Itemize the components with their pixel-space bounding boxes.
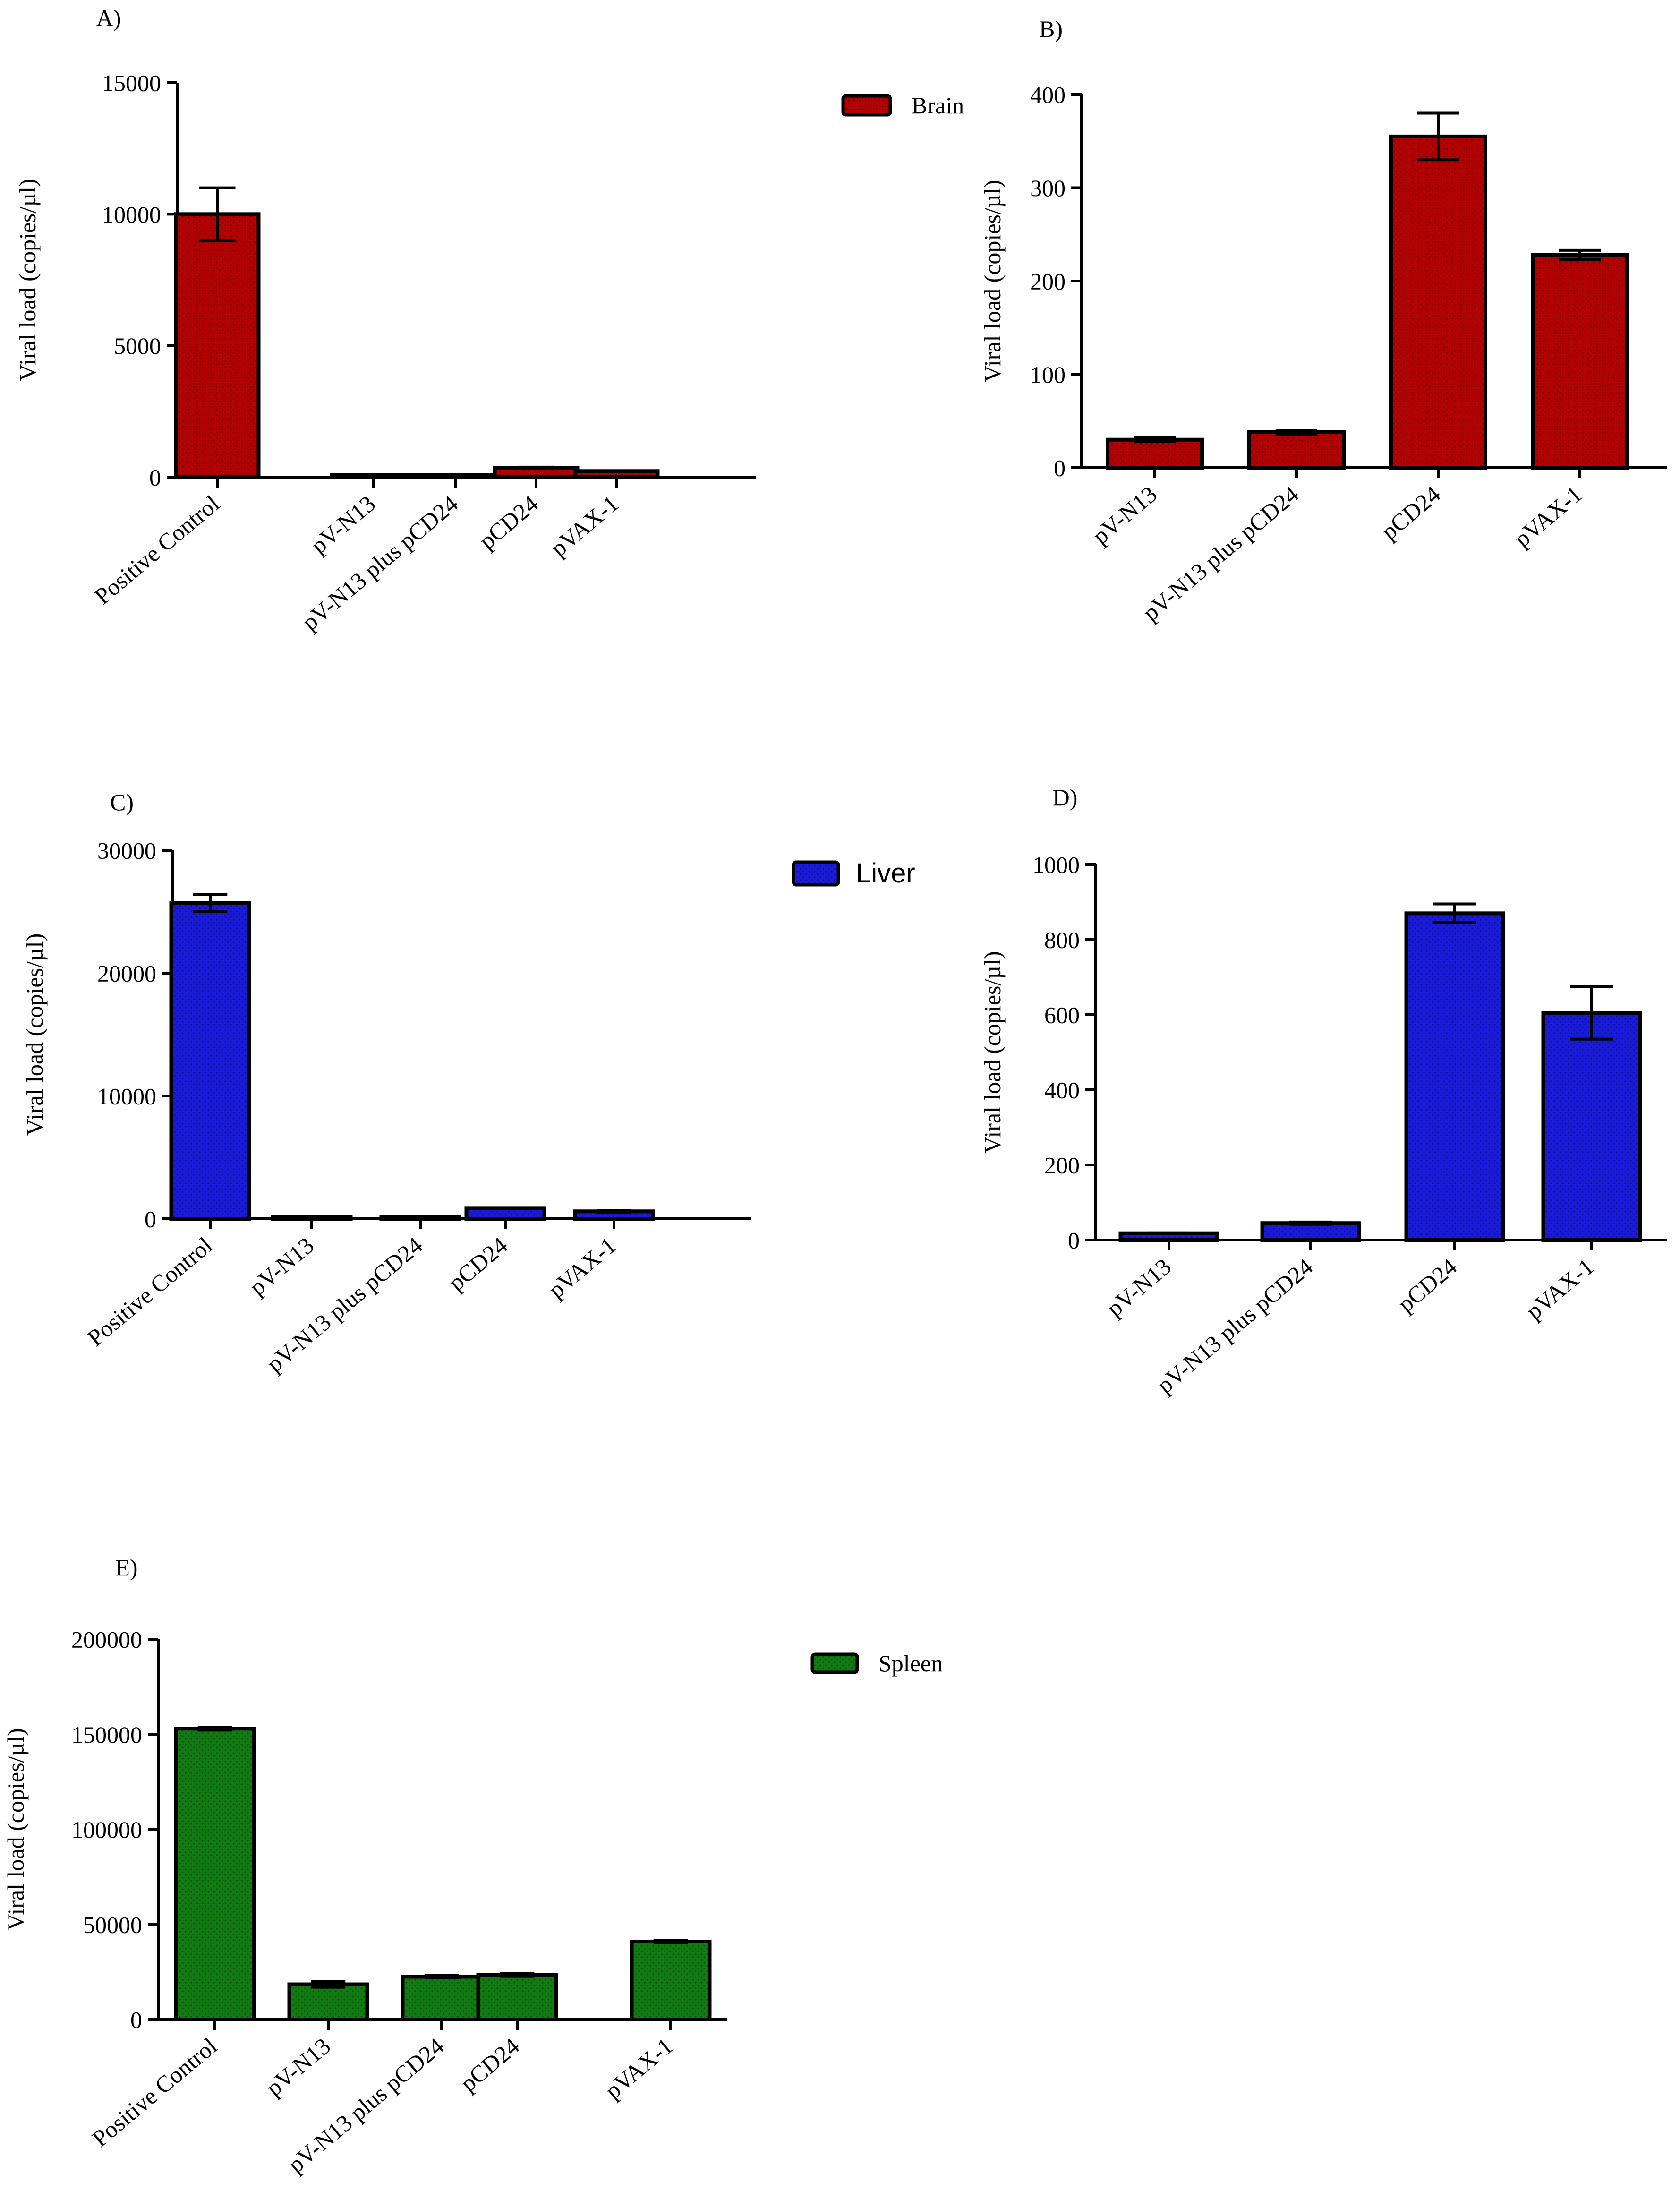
chart-panel: E) 0 50000 100000 150000 200000 Viral load (co… xyxy=(2,1554,943,2178)
bar-texture xyxy=(171,903,249,1219)
x-tick-label: pVAX-1 xyxy=(1521,1253,1599,1325)
y-axis-title: Viral load (copies/µl) xyxy=(14,179,41,381)
legend-swatch-texture xyxy=(843,96,890,115)
y-axis-title: Viral load (copies/µl) xyxy=(21,933,48,1136)
y-axis-title: Viral load (copies/µl) xyxy=(979,951,1006,1153)
bar-texture xyxy=(1108,439,1202,468)
y-tick-label: 1000 xyxy=(1032,852,1080,878)
y-tick-label: 200 xyxy=(1044,1152,1080,1179)
x-tick-label: Positive Control xyxy=(82,1232,217,1352)
bar-texture xyxy=(1391,136,1485,468)
bar-texture xyxy=(402,1977,481,2020)
legend-swatch-texture xyxy=(812,1654,857,1672)
x-tick-label: pCD24 xyxy=(455,2033,524,2097)
x-tick-label: pV-N13 xyxy=(261,2033,335,2101)
y-tick-label: 400 xyxy=(1030,82,1066,108)
x-tick-label: pVAX-1 xyxy=(543,1232,621,1303)
bar-texture xyxy=(575,1211,653,1219)
y-tick-label: 400 xyxy=(1044,1077,1080,1104)
y-tick-label: 0 xyxy=(1054,455,1066,481)
x-tick-label: Positive Control xyxy=(87,2033,222,2152)
y-tick-label: 300 xyxy=(1030,175,1066,201)
bar-texture xyxy=(495,468,578,477)
y-tick-label: 0 xyxy=(149,464,161,491)
bar-texture xyxy=(176,1729,254,2020)
y-tick-label: 5000 xyxy=(114,333,161,359)
y-tick-label: 100000 xyxy=(71,1816,142,1843)
y-tick-label: 20000 xyxy=(97,960,156,987)
bar-texture xyxy=(478,1975,556,2020)
y-tick-label: 800 xyxy=(1044,927,1080,953)
y-axis-title: Viral load (copies/µl) xyxy=(2,1728,29,1930)
x-tick-label: pCD24 xyxy=(1392,1253,1462,1318)
x-tick-label: pV-N13 xyxy=(306,490,380,559)
bar-texture xyxy=(1406,913,1503,1240)
x-tick-label: pVAX-1 xyxy=(600,2033,678,2104)
y-tick-label: 0 xyxy=(145,1206,156,1232)
y-tick-label: 10000 xyxy=(97,1083,156,1110)
y-tick-label: 0 xyxy=(1068,1227,1080,1254)
x-tick-label: pCD24 xyxy=(474,490,543,555)
legend-label: Liver xyxy=(856,858,915,889)
x-tick-label: pCD24 xyxy=(1376,481,1445,545)
chart-panel: D) 0 200 400 600 800 1000 Viral load (copies/µl… xyxy=(979,784,1667,1398)
panel-label: C) xyxy=(110,789,134,815)
chart-panel: B) 0 100 200 300 400 Viral load (copies/µl) pV-… xyxy=(979,16,1667,626)
x-tick-label: pVAX-1 xyxy=(546,490,623,562)
y-tick-label: 10000 xyxy=(102,201,161,228)
x-tick-label: Positive Control xyxy=(89,490,224,610)
y-tick-label: 0 xyxy=(130,2007,142,2033)
bar-texture xyxy=(1249,432,1344,468)
legend-label: Spleen xyxy=(878,1650,943,1677)
bar-texture xyxy=(575,471,658,477)
y-tick-label: 100 xyxy=(1030,361,1066,388)
bar-texture xyxy=(631,1941,710,2020)
bar-texture xyxy=(289,1984,367,2020)
bar-texture xyxy=(176,214,259,477)
panel-label: A) xyxy=(96,5,121,31)
x-tick-label: pV-N13 plus pCD24 xyxy=(1151,1253,1318,1399)
x-tick-label: pV-N13 plus pCD24 xyxy=(297,490,463,636)
y-axis-title: Viral load (copies/µl) xyxy=(979,180,1006,382)
y-tick-label: 30000 xyxy=(97,838,156,864)
bar-texture xyxy=(1262,1223,1359,1240)
y-tick-label: 15000 xyxy=(102,70,161,96)
y-tick-label: 200 xyxy=(1030,268,1066,295)
chart-panel: A) 0 5000 10000 15000 Viral load (copies/µl) P… xyxy=(14,5,964,635)
bar-texture xyxy=(1533,255,1627,468)
bar-texture xyxy=(1120,1233,1218,1240)
y-tick-label: 600 xyxy=(1044,1002,1080,1028)
y-tick-label: 150000 xyxy=(71,1721,142,1748)
x-tick-label: pV-N13 xyxy=(244,1232,319,1301)
panel-label: D) xyxy=(1053,784,1078,811)
panel-label: B) xyxy=(1039,16,1063,42)
chart-panel: C) 0 10000 20000 30000 Viral load (copies/µl)… xyxy=(21,789,915,1377)
y-tick-label: 50000 xyxy=(83,1911,142,1938)
x-tick-label: pVAX-1 xyxy=(1509,481,1587,552)
bar-texture xyxy=(1543,1013,1640,1240)
legend-label: Brain xyxy=(912,92,964,119)
legend-swatch-texture xyxy=(793,862,838,885)
x-tick-label: pCD24 xyxy=(443,1232,512,1296)
x-tick-label: pV-N13 xyxy=(1101,1253,1176,1322)
bar-texture xyxy=(466,1208,545,1219)
y-tick-label: 200000 xyxy=(71,1626,142,1653)
x-tick-label: pV-N13 plus pCD24 xyxy=(1137,481,1304,626)
panel-label: E) xyxy=(115,1554,137,1581)
x-tick-label: pV-N13 xyxy=(1087,481,1162,549)
